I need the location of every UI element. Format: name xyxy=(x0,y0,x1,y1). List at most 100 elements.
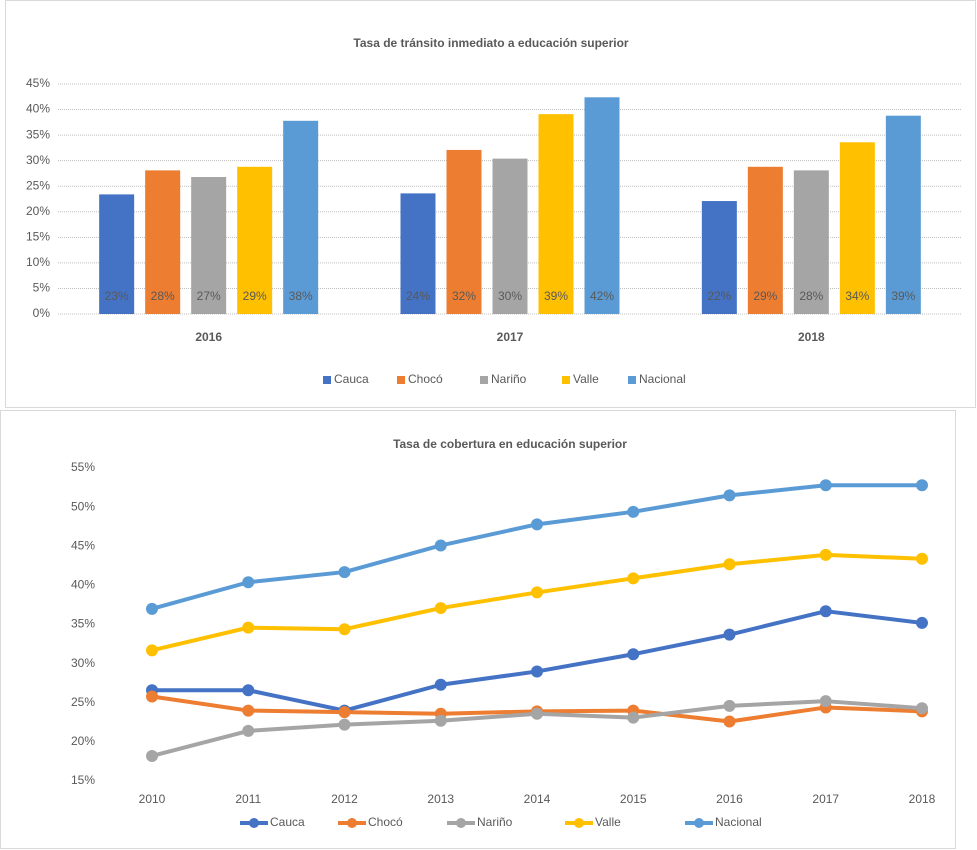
y-tick-label: 45% xyxy=(71,538,95,552)
x-tick-label: 2017 xyxy=(497,330,524,344)
legend-swatch xyxy=(323,376,331,384)
bar xyxy=(538,114,574,315)
marker xyxy=(338,706,351,719)
marker xyxy=(819,695,832,708)
legend-label: Valle xyxy=(573,372,599,386)
chart-frame xyxy=(0,410,956,849)
marker xyxy=(146,602,158,615)
y-tick-label: 40% xyxy=(71,578,95,592)
marker xyxy=(819,548,832,561)
bar xyxy=(446,149,482,314)
bar xyxy=(839,142,875,314)
y-tick-label: 25% xyxy=(71,695,95,709)
x-tick-label: 2012 xyxy=(331,792,358,806)
marker xyxy=(531,586,543,599)
y-tick-label: 40% xyxy=(26,102,50,116)
marker xyxy=(627,572,640,585)
value-label: 34% xyxy=(845,289,869,303)
marker xyxy=(819,605,832,618)
legend-marker xyxy=(249,818,259,828)
y-tick-label: 30% xyxy=(26,153,50,167)
marker xyxy=(916,552,928,565)
legend-marker xyxy=(694,818,704,828)
legend-label: Valle xyxy=(595,815,621,829)
bar xyxy=(400,193,436,314)
value-label: 32% xyxy=(452,289,476,303)
value-label: 39% xyxy=(891,289,915,303)
x-tick-label: 2018 xyxy=(909,792,936,806)
value-label: 29% xyxy=(243,289,267,303)
marker xyxy=(242,576,255,589)
marker xyxy=(242,684,255,697)
legend-swatch xyxy=(562,376,570,384)
marker xyxy=(531,707,543,720)
x-tick-label: 2016 xyxy=(195,330,222,344)
bar xyxy=(237,166,273,314)
y-tick-label: 20% xyxy=(26,204,50,218)
legend-label: Chocó xyxy=(368,815,403,829)
bar xyxy=(747,166,783,314)
legend-label: Nariño xyxy=(491,372,527,386)
y-tick-label: 15% xyxy=(26,230,50,244)
chart-title: Tasa de tránsito inmediato a educación s… xyxy=(353,36,629,50)
y-tick-label: 0% xyxy=(33,306,51,320)
marker xyxy=(627,648,640,661)
marker xyxy=(627,711,640,724)
y-tick-label: 10% xyxy=(26,255,50,269)
legend-marker xyxy=(347,818,357,828)
value-label: 42% xyxy=(590,289,614,303)
marker xyxy=(723,628,736,641)
y-tick-label: 20% xyxy=(71,734,95,748)
y-tick-label: 5% xyxy=(33,281,51,295)
legend-label: Nacional xyxy=(639,372,686,386)
marker xyxy=(434,678,447,691)
marker xyxy=(434,714,447,727)
marker xyxy=(723,699,736,712)
bar xyxy=(793,170,829,314)
bar xyxy=(701,201,737,314)
value-label: 39% xyxy=(544,289,568,303)
y-tick-label: 45% xyxy=(26,76,50,90)
y-tick-label: 35% xyxy=(26,127,50,141)
value-label: 38% xyxy=(289,289,313,303)
marker xyxy=(434,539,447,552)
marker xyxy=(338,623,351,636)
bar xyxy=(584,97,620,315)
legend-label: Cauca xyxy=(270,815,305,829)
value-label: 28% xyxy=(799,289,823,303)
marker xyxy=(338,718,351,731)
legend-swatch xyxy=(480,376,488,384)
legend-label: Chocó xyxy=(408,372,443,386)
chart-title: Tasa de cobertura en educación superior xyxy=(393,437,627,451)
legend-marker xyxy=(456,818,466,828)
value-label: 27% xyxy=(197,289,221,303)
value-label: 23% xyxy=(105,289,129,303)
legend-swatch xyxy=(397,376,405,384)
marker xyxy=(146,749,158,762)
marker xyxy=(723,715,736,728)
value-label: 28% xyxy=(151,289,175,303)
x-tick-label: 2014 xyxy=(524,792,551,806)
marker xyxy=(627,505,640,518)
x-tick-label: 2013 xyxy=(427,792,454,806)
y-tick-label: 50% xyxy=(71,499,95,513)
bar xyxy=(191,177,227,314)
legend-label: Nariño xyxy=(477,815,513,829)
bar xyxy=(283,120,319,314)
legend-label: Cauca xyxy=(334,372,369,386)
legend-marker xyxy=(574,818,584,828)
x-tick-label: 2016 xyxy=(716,792,743,806)
bar xyxy=(492,158,528,314)
x-tick-label: 2015 xyxy=(620,792,647,806)
marker xyxy=(916,479,928,492)
marker xyxy=(723,558,736,571)
y-tick-label: 55% xyxy=(71,460,95,474)
x-tick-label: 2018 xyxy=(798,330,825,344)
marker xyxy=(146,644,158,657)
marker xyxy=(531,518,543,531)
marker xyxy=(916,616,928,629)
marker xyxy=(434,602,447,615)
bar xyxy=(885,115,921,314)
value-label: 24% xyxy=(406,289,430,303)
